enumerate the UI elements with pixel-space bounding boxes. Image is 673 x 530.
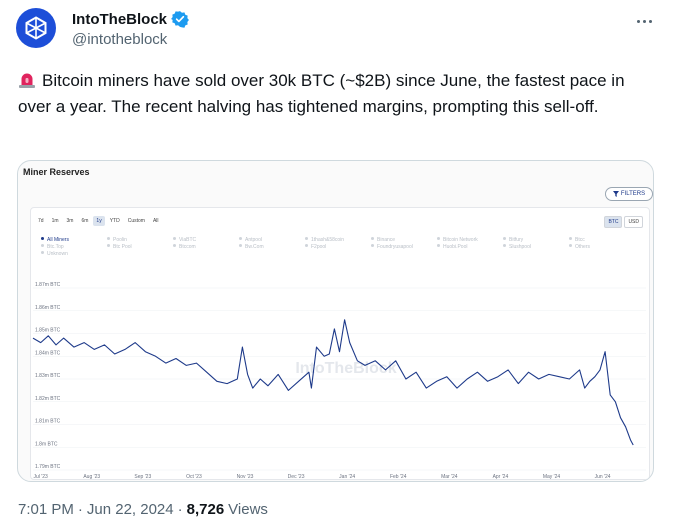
legend-item[interactable]: Others: [569, 244, 590, 250]
y-tick-label: 1.8m BTC: [35, 441, 58, 447]
x-tick-label: Jun '24: [595, 474, 611, 480]
legend-item[interactable]: Bitfury: [503, 237, 523, 243]
range-button[interactable]: 6m: [81, 218, 89, 224]
y-tick-label: 1.81m BTC: [35, 419, 61, 425]
legend-item[interactable]: Foundryusapool: [371, 244, 413, 250]
range-button[interactable]: All: [152, 218, 159, 224]
legend-item[interactable]: Btc Pool: [107, 244, 132, 250]
legend-item[interactable]: Slushpool: [503, 244, 531, 250]
currency-button-usd[interactable]: USD: [624, 216, 643, 228]
meta-separator: ·: [177, 501, 183, 518]
x-tick-label: Nov '23: [237, 474, 254, 480]
series-line: [32, 319, 634, 446]
more-options-icon[interactable]: [633, 10, 655, 32]
legend-item[interactable]: Btc.Top: [41, 244, 64, 250]
range-button[interactable]: YTD: [109, 218, 120, 224]
legend-item[interactable]: All Miners: [41, 237, 69, 243]
chart-watermark: IntoTheBlock: [295, 360, 396, 377]
x-tick-label: Sep '23: [134, 474, 151, 480]
currency-button-btc[interactable]: BTC: [604, 216, 623, 228]
verified-badge-icon: [171, 11, 189, 28]
intotheblock-logo-icon: [25, 16, 47, 40]
post-meta: 7:01 PM · Jun 22, 2024 · 8,726 Views: [18, 501, 268, 518]
legend-item[interactable]: Btcc: [569, 237, 585, 243]
post-text-container: Bitcoin miners have sold over 30k BTC (~…: [18, 68, 658, 120]
legend-item[interactable]: F2pool: [305, 244, 326, 250]
legend-item[interactable]: Bitcoin Network: [437, 237, 478, 243]
y-tick-label: 1.82m BTC: [35, 396, 61, 402]
legend-item[interactable]: Huobi.Pool: [437, 244, 467, 250]
chart-image-card[interactable]: Miner Reserves FILTERS 7d 1m 3m 6m 1y YT…: [17, 160, 654, 482]
card-title: Miner Reserves: [23, 167, 90, 177]
legend-item[interactable]: 1thash&58coin: [305, 237, 344, 243]
y-tick-label: 1.84m BTC: [35, 350, 61, 356]
x-tick-label: May '24: [543, 474, 561, 480]
range-button[interactable]: 1m: [51, 218, 59, 224]
filters-label: FILTERS: [620, 191, 646, 197]
author-handle[interactable]: @intotheblock: [72, 31, 168, 48]
author-name[interactable]: IntoTheBlock: [72, 10, 168, 28]
views-label: Views: [228, 501, 268, 518]
legend-item[interactable]: Antpool: [239, 237, 262, 243]
post-header: IntoTheBlock @intotheblock: [16, 8, 657, 52]
filters-button[interactable]: FILTERS: [605, 187, 653, 201]
y-tick-label: 1.85m BTC: [35, 328, 61, 334]
x-tick-label: Feb '24: [390, 474, 407, 480]
x-tick-label: Jul '23: [34, 474, 49, 480]
views-count: 8,726: [186, 501, 225, 518]
y-tick-label: 1.83m BTC: [35, 373, 61, 379]
miner-reserves-chart: 1.87m BTC 1.86m BTC 1.85m BTC 1.84m BTC 1.83…: [32, 282, 646, 480]
currency-selector: BTC USD: [604, 216, 643, 228]
meta-separator: ·: [77, 501, 83, 518]
y-tick-label: 1.86m BTC: [35, 305, 61, 311]
x-tick-label: Oct '23: [186, 474, 202, 480]
legend-item[interactable]: Poolin: [107, 237, 127, 243]
post-date[interactable]: Jun 22, 2024: [86, 501, 174, 518]
x-tick-label: Mar '24: [441, 474, 458, 480]
legend-item[interactable]: ViaBTC: [173, 237, 196, 243]
filter-icon: [612, 191, 619, 197]
range-button[interactable]: 3m: [66, 218, 74, 224]
range-selector: 7d 1m 3m 6m 1y YTD Custom All: [35, 216, 162, 226]
y-tick-label: 1.87m BTC: [35, 282, 61, 288]
post-text: Bitcoin miners have sold over 30k BTC (~…: [18, 71, 625, 116]
legend-item[interactable]: Unknown: [41, 251, 68, 257]
x-tick-label: Jan '24: [339, 474, 355, 480]
x-tick-label: Dec '23: [288, 474, 305, 480]
y-tick-label: 1.79m BTC: [35, 464, 61, 470]
legend-item[interactable]: Btccom: [173, 244, 196, 250]
legend-item[interactable]: Binance: [371, 237, 395, 243]
range-button[interactable]: Custom: [127, 218, 145, 224]
author-name-row: IntoTheBlock: [72, 10, 189, 28]
range-button[interactable]: 7d: [38, 218, 44, 224]
author-avatar[interactable]: [16, 8, 56, 48]
x-tick-label: Aug '23: [83, 474, 100, 480]
chart-panel: 7d 1m 3m 6m 1y YTD Custom All BTC USD Al…: [30, 207, 650, 480]
legend-item[interactable]: Bw.Com: [239, 244, 264, 250]
range-button-active[interactable]: 1y: [93, 216, 105, 226]
post-time[interactable]: 7:01 PM: [18, 501, 74, 518]
x-tick-label: Apr '24: [493, 474, 509, 480]
siren-emoji-icon: [19, 73, 35, 88]
